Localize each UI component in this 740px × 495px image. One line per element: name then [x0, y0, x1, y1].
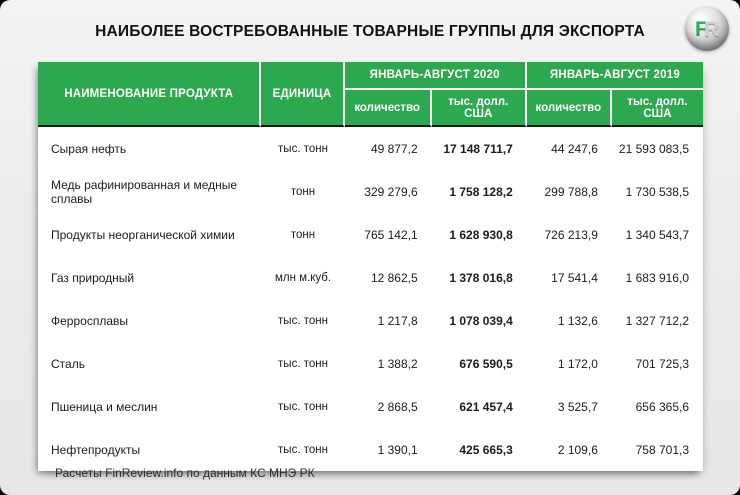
cell-usd-2019: 1 730 538,5 — [611, 170, 703, 213]
cell-usd-2020: 1 078 039,4 — [431, 299, 527, 342]
column-header-quantity-2020: количество — [344, 90, 432, 127]
logo-letter-f: F — [695, 17, 708, 41]
cell-quantity-2019: 17 541,4 — [526, 256, 612, 299]
cell-quantity-2020: 1 388,2 — [344, 342, 432, 385]
table-body: Сырая нефть тыс. тонн 49 877,2 17 148 71… — [38, 127, 703, 471]
cell-product: Продукты неорганической химии — [38, 213, 262, 256]
cell-unit: тонн — [261, 213, 345, 256]
logo-letter-r: R — [703, 17, 719, 41]
cell-usd-2020: 17 148 711,7 — [431, 127, 527, 170]
header-bar: НАИБОЛЕЕ ВОСТРЕБОВАННЫЕ ТОВАРНЫЕ ГРУППЫ … — [0, 0, 740, 62]
page-title: НАИБОЛЕЕ ВОСТРЕБОВАННЫЕ ТОВАРНЫЕ ГРУППЫ … — [95, 23, 645, 40]
source-note: Расчеты FinReview.info по данным КС МНЭ … — [55, 466, 315, 480]
cell-unit: тыс. тонн — [261, 385, 345, 428]
cell-usd-2019: 656 365,6 — [611, 385, 703, 428]
cell-usd-2020: 1 378 016,8 — [431, 256, 527, 299]
cell-unit: тыс. тонн — [261, 299, 345, 342]
cell-quantity-2019: 3 525,7 — [526, 385, 612, 428]
column-header-product: НАИМЕНОВАНИЕ ПРОДУКТА — [38, 62, 262, 127]
cell-usd-2020: 425 665,3 — [431, 428, 527, 471]
table-row: Медь рафинированная и медные сплавы тонн… — [38, 170, 703, 213]
cell-usd-2020: 676 590,5 — [431, 342, 527, 385]
table-header: НАИМЕНОВАНИЕ ПРОДУКТА ЕДИНИЦА ЯНВАРЬ-АВГ… — [38, 62, 703, 127]
cell-unit: млн м.куб. — [261, 256, 345, 299]
cell-usd-2020: 621 457,4 — [431, 385, 527, 428]
cell-usd-2020: 1 628 930,8 — [431, 213, 527, 256]
cell-unit: тыс. тонн — [261, 342, 345, 385]
table-row: Нефтепродукты тыс. тонн 1 390,1 425 665,… — [38, 428, 703, 471]
cell-quantity-2019: 1 132,6 — [526, 299, 612, 342]
cell-quantity-2020: 329 279,6 — [344, 170, 432, 213]
cell-unit: тыс. тонн — [261, 428, 345, 471]
cell-product: Сталь — [38, 342, 262, 385]
cell-quantity-2019: 2 109,6 — [526, 428, 612, 471]
cell-usd-2020: 1 758 128,2 — [431, 170, 527, 213]
cell-product: Газ природный — [38, 256, 262, 299]
column-group-2019: ЯНВАРЬ-АВГУСТ 2019 — [526, 62, 703, 90]
cell-quantity-2020: 49 877,2 — [344, 127, 432, 170]
column-header-quantity-2019: количество — [526, 90, 612, 127]
table-row: Ферросплавы тыс. тонн 1 217,8 1 078 039,… — [38, 299, 703, 342]
cell-quantity-2019: 726 213,9 — [526, 213, 612, 256]
cell-usd-2019: 1 683 916,0 — [611, 256, 703, 299]
cell-product: Нефтепродукты — [38, 428, 262, 471]
column-header-unit: ЕДИНИЦА — [261, 62, 345, 127]
cell-usd-2019: 758 701,3 — [611, 428, 703, 471]
export-table: НАИМЕНОВАНИЕ ПРОДУКТА ЕДИНИЦА ЯНВАРЬ-АВГ… — [38, 62, 703, 471]
cell-usd-2019: 21 593 083,5 — [611, 127, 703, 170]
table-row: Пшеница и меслин тыс. тонн 2 868,5 621 4… — [38, 385, 703, 428]
cell-product: Пшеница и меслин — [38, 385, 262, 428]
cell-quantity-2019: 44 247,6 — [526, 127, 612, 170]
cell-usd-2019: 1 340 543,7 — [611, 213, 703, 256]
cell-unit: тонн — [261, 170, 345, 213]
cell-product: Медь рафинированная и медные сплавы — [38, 170, 262, 213]
column-header-usd-2020: тыс. долл. США — [431, 90, 527, 127]
cell-product: Ферросплавы — [38, 299, 262, 342]
cell-usd-2019: 1 327 712,2 — [611, 299, 703, 342]
cell-quantity-2020: 765 142,1 — [344, 213, 432, 256]
cell-quantity-2020: 12 862,5 — [344, 256, 432, 299]
table-row: Сырая нефть тыс. тонн 49 877,2 17 148 71… — [38, 127, 703, 170]
column-group-2020: ЯНВАРЬ-АВГУСТ 2020 — [344, 62, 527, 90]
cell-quantity-2019: 1 172,0 — [526, 342, 612, 385]
cell-unit: тыс. тонн — [261, 127, 345, 170]
table-row: Сталь тыс. тонн 1 388,2 676 590,5 1 172,… — [38, 342, 703, 385]
cell-usd-2019: 701 725,3 — [611, 342, 703, 385]
table-row: Газ природный млн м.куб. 12 862,5 1 378 … — [38, 256, 703, 299]
column-header-usd-2019: тыс. долл. США — [611, 90, 703, 127]
table-row: Продукты неорганической химии тонн 765 1… — [38, 213, 703, 256]
cell-quantity-2020: 1 217,8 — [344, 299, 432, 342]
cell-product: Сырая нефть — [38, 127, 262, 170]
cell-quantity-2019: 299 788,8 — [526, 170, 612, 213]
cell-quantity-2020: 2 868,5 — [344, 385, 432, 428]
cell-quantity-2020: 1 390,1 — [344, 428, 432, 471]
